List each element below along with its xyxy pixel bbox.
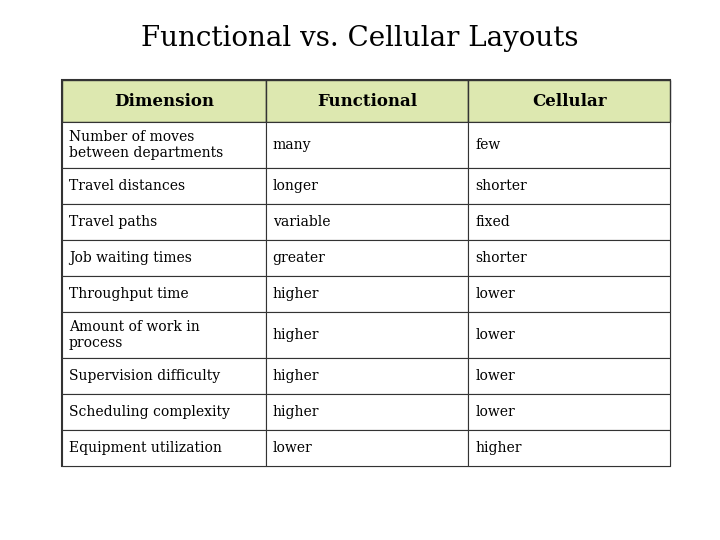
Text: Scheduling complexity: Scheduling complexity — [69, 405, 230, 419]
Text: Functional vs. Cellular Layouts: Functional vs. Cellular Layouts — [141, 24, 579, 51]
Text: Amount of work in
process: Amount of work in process — [69, 320, 199, 350]
Bar — [468, 204, 670, 240]
Text: lower: lower — [273, 441, 312, 455]
Text: Number of moves
between departments: Number of moves between departments — [69, 130, 223, 160]
Text: lower: lower — [475, 287, 515, 301]
Text: lower: lower — [475, 328, 515, 342]
Text: Travel distances: Travel distances — [69, 179, 185, 193]
Text: Cellular: Cellular — [532, 92, 606, 110]
Bar — [62, 312, 266, 358]
Bar — [62, 80, 266, 122]
Bar — [468, 358, 670, 394]
Bar — [468, 122, 670, 168]
Bar — [468, 276, 670, 312]
Text: higher: higher — [273, 405, 319, 419]
Bar — [266, 358, 468, 394]
Bar — [62, 204, 266, 240]
Text: shorter: shorter — [475, 251, 527, 265]
Bar — [266, 240, 468, 276]
Bar — [266, 168, 468, 204]
Text: shorter: shorter — [475, 179, 527, 193]
Bar — [62, 80, 670, 466]
Bar — [468, 312, 670, 358]
Bar — [266, 276, 468, 312]
Bar — [62, 168, 266, 204]
Text: higher: higher — [475, 441, 522, 455]
Bar — [468, 394, 670, 430]
Bar — [62, 276, 266, 312]
Text: Throughput time: Throughput time — [69, 287, 189, 301]
Text: many: many — [273, 138, 311, 152]
Bar — [266, 122, 468, 168]
Bar — [266, 430, 468, 466]
Text: few: few — [475, 138, 500, 152]
Bar — [468, 430, 670, 466]
Bar — [62, 430, 266, 466]
Text: Job waiting times: Job waiting times — [69, 251, 192, 265]
Bar — [266, 204, 468, 240]
Bar — [266, 312, 468, 358]
Bar — [62, 358, 266, 394]
Text: Equipment utilization: Equipment utilization — [69, 441, 222, 455]
Text: lower: lower — [475, 369, 515, 383]
Text: higher: higher — [273, 328, 319, 342]
Text: lower: lower — [475, 405, 515, 419]
Text: Travel paths: Travel paths — [69, 215, 157, 229]
Bar — [468, 240, 670, 276]
Text: higher: higher — [273, 369, 319, 383]
Text: fixed: fixed — [475, 215, 510, 229]
Text: higher: higher — [273, 287, 319, 301]
Bar — [468, 80, 670, 122]
Text: variable: variable — [273, 215, 330, 229]
Bar — [62, 240, 266, 276]
Bar — [62, 394, 266, 430]
Bar — [468, 168, 670, 204]
Text: longer: longer — [273, 179, 318, 193]
Text: Dimension: Dimension — [114, 92, 214, 110]
Bar — [266, 80, 468, 122]
Text: greater: greater — [273, 251, 325, 265]
Bar — [62, 122, 266, 168]
Text: Supervision difficulty: Supervision difficulty — [69, 369, 220, 383]
Bar — [266, 394, 468, 430]
Text: Functional: Functional — [317, 92, 417, 110]
